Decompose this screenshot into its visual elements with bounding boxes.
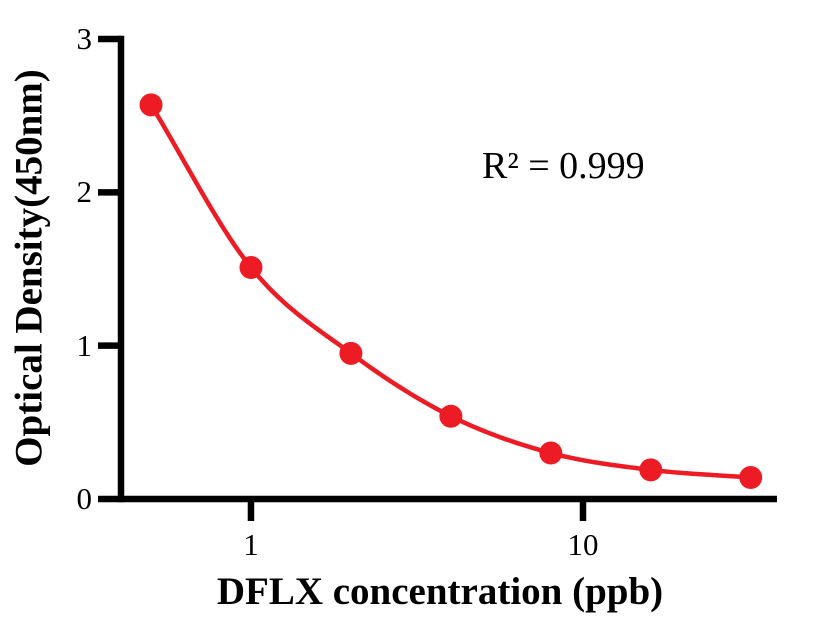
y-tick-label-0: 0 <box>76 481 93 516</box>
data-point-marker <box>639 458 663 482</box>
x-tick-label-10: 10 <box>567 527 599 562</box>
r-squared-annotation: R² = 0.999 <box>482 145 645 187</box>
y-tick-label-2: 2 <box>76 174 93 209</box>
data-point-marker <box>339 341 363 365</box>
data-point-marker <box>739 466 763 490</box>
data-point-marker <box>239 255 263 279</box>
data-point-marker <box>139 93 163 117</box>
y-axis-title: Optical Density(450nm) <box>7 69 51 467</box>
y-tick-label-1: 1 <box>76 328 93 363</box>
x-axis-title: DFLX concentration (ppb) <box>216 570 664 613</box>
data-point-marker <box>539 441 563 465</box>
x-tick-label-1: 1 <box>243 527 259 562</box>
y-tick-label-3: 3 <box>76 21 93 56</box>
data-point-marker <box>439 404 463 428</box>
